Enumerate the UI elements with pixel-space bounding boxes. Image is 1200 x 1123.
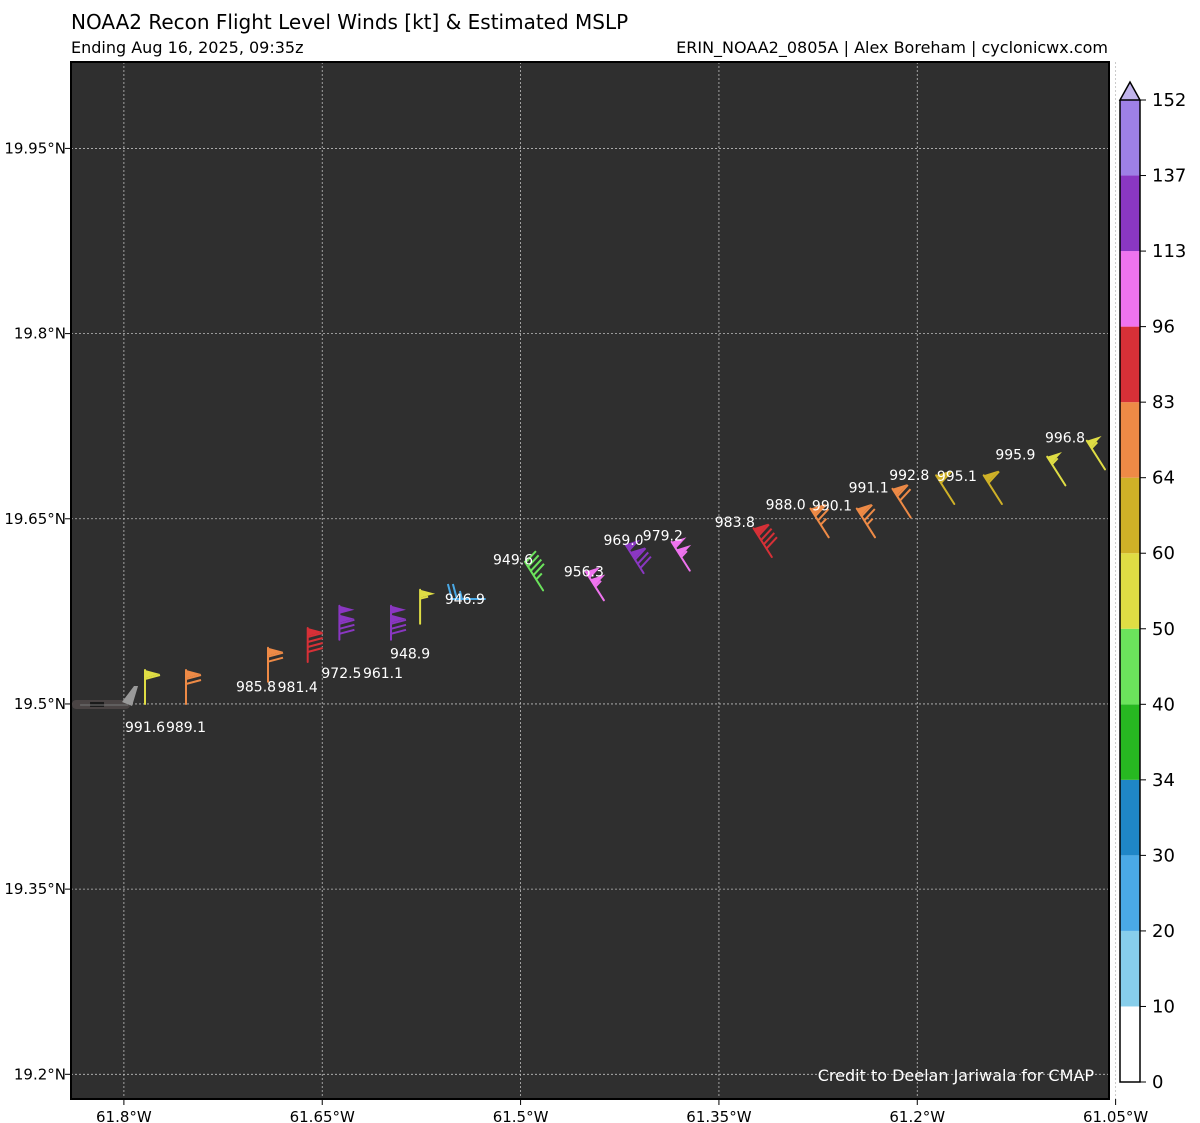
pressure-label: 989.1 <box>166 720 206 736</box>
pressure-label: 972.5 <box>321 666 361 682</box>
colorbar-segment <box>1120 251 1140 327</box>
colorbar-extend-arrow <box>1118 80 1142 101</box>
y-tick-label: 19.8°N <box>14 325 66 343</box>
colorbar-label: 50 <box>1152 619 1175 640</box>
y-tick-label: 19.35°N <box>4 880 66 898</box>
colorbar-label: 152 <box>1152 90 1186 111</box>
chart-title: NOAA2 Recon Flight Level Winds [kt] & Es… <box>71 10 629 34</box>
colorbar-segment <box>1120 553 1140 629</box>
x-tick-label: 61.8°W <box>96 1108 152 1123</box>
chart-subtitle: Ending Aug 16, 2025, 09:35z <box>71 38 304 57</box>
colorbar-label: 60 <box>1152 543 1175 564</box>
colorbar-segment <box>1120 704 1140 780</box>
pressure-label: 948.9 <box>390 647 430 663</box>
colorbar-label: 10 <box>1152 996 1175 1017</box>
pressure-label: 969.0 <box>604 533 644 549</box>
wind-barb <box>584 566 606 602</box>
colorbar-segment <box>1120 930 1140 1007</box>
colorbar-segment <box>1120 477 1140 554</box>
wind-barb <box>855 503 876 539</box>
map-credit: Credit to Deelan Jariwala for CMAP <box>818 1066 1095 1085</box>
pressure-label: 949.6 <box>493 552 533 568</box>
pressure-label: 991.1 <box>849 481 889 497</box>
colorbar-label: 64 <box>1152 468 1175 489</box>
x-tick-label: 61.05°W <box>1083 1108 1148 1123</box>
wind-barb <box>935 470 956 505</box>
pressure-label: 991.6 <box>125 720 165 736</box>
wind-barb <box>267 646 284 683</box>
pressure-label: 995.1 <box>937 469 977 485</box>
colorbar-segment <box>1120 175 1140 252</box>
wind-barb <box>306 627 323 663</box>
pressure-label: 946.9 <box>445 592 485 608</box>
pressure-label: 996.8 <box>1045 430 1085 446</box>
colorbar-label: 34 <box>1152 770 1175 791</box>
y-tick-label: 19.65°N <box>4 510 66 528</box>
pressure-label: 979.2 <box>643 529 683 545</box>
pressure-label: 992.8 <box>889 468 929 484</box>
y-tick-label: 19.2°N <box>14 1065 66 1083</box>
wind-barb <box>1085 436 1106 471</box>
colorbar: 0 10 20 30 34 40 50 60 64 83 96 113 137 152 <box>1118 80 1186 1093</box>
author-credit: ERIN_NOAA2_0805A | Alex Boreham | cyclon… <box>676 38 1108 57</box>
axes: 61.8°W 61.65°W 61.5°W 61.35°W 61.2°W 61.05°W 1… <box>4 61 1148 1123</box>
map-background <box>71 62 1109 1099</box>
wind-barb <box>624 539 652 575</box>
colorbar-label: 96 <box>1152 317 1175 338</box>
plot-frame <box>70 61 1110 1100</box>
pressure-label: 981.4 <box>278 680 318 696</box>
wind-barb <box>523 550 545 592</box>
pressure-label: 983.8 <box>715 515 755 531</box>
y-tick-label: 19.95°N <box>4 139 66 157</box>
colorbar-frame <box>1119 100 1141 1083</box>
wind-barbs <box>144 436 1106 705</box>
wind-barb <box>144 669 161 705</box>
x-tick-label: 61.5°W <box>493 1108 549 1123</box>
colorbar-segment <box>1120 100 1140 176</box>
wind-barb <box>1046 452 1067 487</box>
wind-barb <box>809 503 830 539</box>
x-tick-label: 61.35°W <box>686 1108 751 1123</box>
wind-barb <box>185 669 202 705</box>
colorbar-segment <box>1120 779 1140 856</box>
colorbar-label: 113 <box>1152 241 1186 262</box>
colorbar-segment <box>1120 628 1140 705</box>
pressure-label: 990.1 <box>812 498 852 514</box>
wind-barb <box>982 470 1003 505</box>
pressure-label: 956.3 <box>564 564 604 580</box>
map-area <box>71 62 1117 1099</box>
x-tick-label: 61.2°W <box>889 1108 945 1123</box>
pressure-label: 988.0 <box>766 497 806 513</box>
wind-barb <box>390 604 407 641</box>
colorbar-label: 20 <box>1152 921 1175 942</box>
pressure-label: 961.1 <box>363 666 403 682</box>
y-tick-label: 19.5°N <box>14 695 66 713</box>
colorbar-segment <box>1120 855 1140 931</box>
x-tick-label: 61.65°W <box>290 1108 355 1123</box>
colorbar-segment <box>1120 326 1140 403</box>
wind-barb <box>752 523 778 558</box>
colorbar-label: 40 <box>1152 694 1175 715</box>
pressure-label: 995.9 <box>995 447 1035 463</box>
colorbar-segment <box>1120 1006 1140 1082</box>
colorbar-label: 30 <box>1152 845 1175 866</box>
wind-barb <box>419 588 436 625</box>
wind-barb <box>891 484 912 519</box>
colorbar-label: 137 <box>1152 166 1186 187</box>
colorbar-segment <box>1120 402 1140 478</box>
wind-barb <box>670 537 692 572</box>
colorbar-label: 0 <box>1152 1072 1163 1093</box>
wind-barb <box>338 604 355 641</box>
wind-barb <box>446 583 486 600</box>
colorbar-label: 83 <box>1152 392 1175 413</box>
aircraft-icon <box>72 685 139 709</box>
pressure-label: 985.8 <box>236 680 276 696</box>
